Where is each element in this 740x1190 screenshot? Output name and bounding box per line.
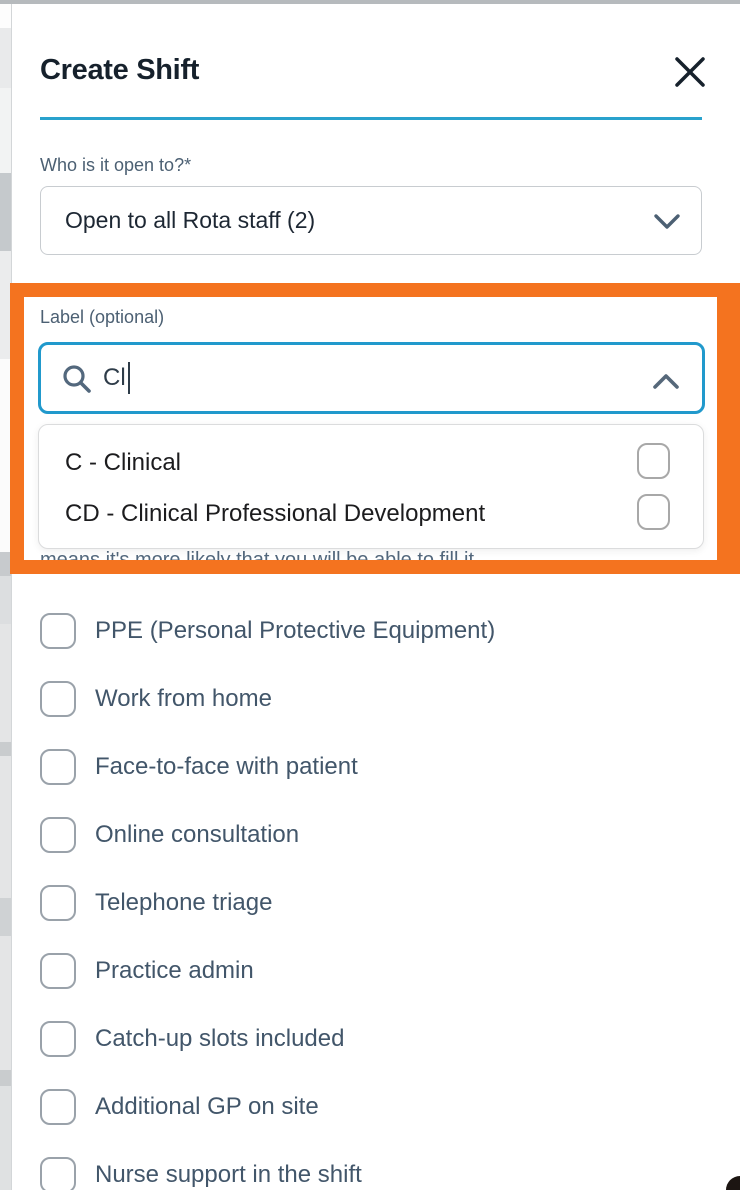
open-to-label: Who is it open to?* (40, 155, 192, 175)
shift-option-label: Online consultation (95, 821, 300, 848)
shift-option-label: Work from home (95, 685, 272, 712)
label-search-value: Cl (103, 345, 130, 411)
label-option-checkbox[interactable] (637, 443, 670, 479)
label-optional-label: Label (optional) (40, 307, 165, 327)
shift-option-label: Face-to-face with patient (95, 753, 358, 780)
label-help-text: means it's more likely that you will be … (40, 549, 480, 571)
background-page-edge (0, 4, 11, 1190)
background-top-bar (0, 0, 740, 4)
shift-option-label: Practice admin (95, 957, 254, 984)
checkbox[interactable] (40, 1157, 76, 1190)
shift-option-label: PPE (Personal Protective Equipment) (95, 617, 496, 644)
shift-option-label: Additional GP on site (95, 1093, 319, 1120)
label-option-text: CD - Clinical Professional Development (65, 500, 486, 527)
label-search-input[interactable]: Cl (38, 342, 705, 414)
modal-title: Create Shift (40, 54, 200, 86)
checkbox[interactable] (40, 613, 76, 649)
shift-option-row: Practice admin (0, 953, 729, 989)
chevron-down-icon (653, 213, 681, 230)
search-icon (61, 363, 93, 395)
shift-option-row: Online consultation (0, 817, 729, 853)
header-divider (40, 117, 702, 120)
checkbox[interactable] (40, 817, 76, 853)
label-option-row[interactable]: CD - Clinical Professional Development (39, 488, 703, 540)
shift-option-row: Nurse support in the shift (0, 1157, 729, 1190)
label-option-checkbox[interactable] (637, 494, 670, 530)
checkbox[interactable] (40, 681, 76, 717)
checkbox[interactable] (40, 1021, 76, 1057)
create-shift-modal (11, 4, 740, 1190)
text-caret (127, 362, 130, 394)
checkbox[interactable] (40, 749, 76, 785)
close-button[interactable] (670, 52, 710, 92)
shift-option-label: Telephone triage (95, 889, 273, 916)
label-option-text: C - Clinical (65, 449, 182, 476)
chevron-up-icon[interactable] (652, 373, 680, 390)
open-to-select[interactable]: Open to all Rota staff (2) (40, 186, 702, 255)
label-option-row[interactable]: C - Clinical (39, 437, 703, 489)
checkbox[interactable] (40, 953, 76, 989)
checkbox[interactable] (40, 885, 76, 921)
shift-option-label: Catch-up slots included (95, 1025, 345, 1052)
shift-option-row: PPE (Personal Protective Equipment) (0, 613, 729, 649)
shift-option-row: Face-to-face with patient (0, 749, 729, 785)
mouse-cursor (726, 1176, 740, 1190)
checkbox[interactable] (40, 1089, 76, 1125)
close-icon (670, 52, 710, 92)
shift-option-row: Catch-up slots included (0, 1021, 729, 1057)
shift-option-row: Work from home (0, 681, 729, 717)
shift-option-row: Telephone triage (0, 885, 729, 921)
label-options-dropdown: C - Clinical CD - Clinical Professional … (38, 424, 704, 549)
shift-option-row: Additional GP on site (0, 1089, 729, 1125)
shift-option-label: Nurse support in the shift (95, 1161, 362, 1188)
open-to-value: Open to all Rota staff (2) (65, 207, 316, 233)
